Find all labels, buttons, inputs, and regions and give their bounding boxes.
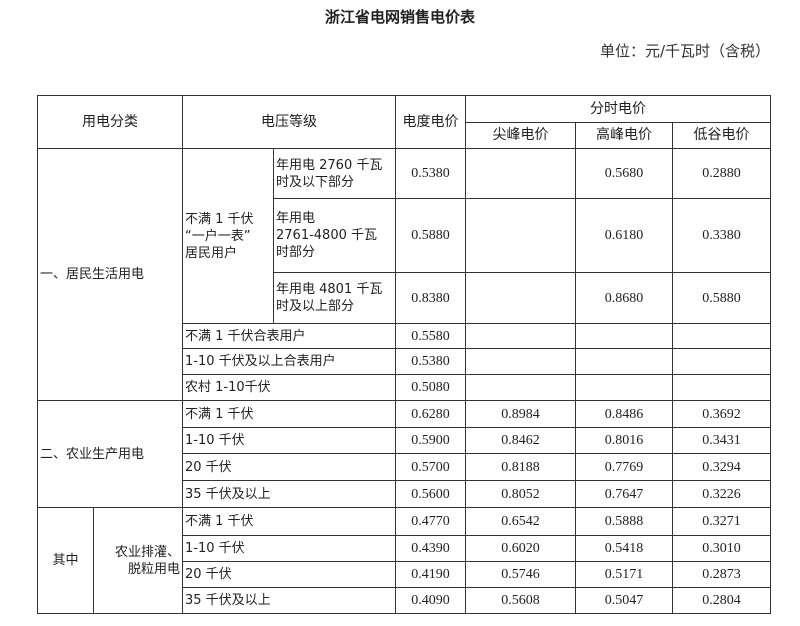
- header-sharp-peak: 尖峰电价: [465, 122, 576, 149]
- sharp-price: 0.8188: [465, 453, 576, 481]
- peak-price: 0.7769: [575, 453, 673, 481]
- table-row: 其中 农业排灌、 脱粒用电 不满 1 千伏 0.4770 0.6542 0.58…: [37, 507, 772, 614]
- valley-price: 0.3226: [671, 480, 772, 508]
- header-valley: 低谷电价: [671, 122, 772, 149]
- sharp-price: 0.8984: [465, 400, 576, 428]
- empty-cell: [575, 323, 673, 349]
- empty-cell: [465, 348, 576, 375]
- peak-price: 0.7647: [575, 480, 673, 508]
- voltage-label: 不满 1 千伏合表用户: [182, 323, 396, 349]
- valley-price: 0.3010: [671, 535, 772, 562]
- tier-label: 年用电 4801 千瓦 时及以上部分: [273, 272, 396, 324]
- voltage-label: 农村 1-10千伏: [182, 374, 396, 401]
- empty-cell: [575, 374, 673, 401]
- voltage-label: 20 千伏: [182, 453, 396, 481]
- valley-price: 0.5880: [671, 272, 772, 324]
- table-row: 不满 1 千伏合表用户 0.5580: [38, 323, 772, 349]
- empty-cell: [575, 348, 673, 375]
- table-row: 20 千伏 0.5700 0.8188 0.7769 0.3294: [38, 453, 772, 481]
- sharp-price: 0.5608: [465, 587, 576, 614]
- sharp-price: [465, 272, 576, 324]
- energy-price: 0.5380: [395, 148, 466, 199]
- voltage-label: 20 千伏: [182, 561, 396, 588]
- sharp-price: [465, 148, 576, 199]
- empty-cell: [465, 323, 576, 349]
- voltage-label: 35 千伏及以上: [182, 480, 396, 508]
- energy-price: 0.5580: [395, 323, 466, 349]
- table-row: 1-10 千伏及以上合表用户 0.5380: [38, 348, 772, 375]
- table-row: 年用电 2761-4800 千瓦 时部分 0.5880 0.6180 0.338…: [38, 198, 772, 273]
- energy-price: 0.4190: [395, 561, 466, 588]
- sharp-price: 0.6020: [465, 535, 576, 562]
- valley-price: 0.2804: [671, 587, 772, 614]
- peak-price: 0.6180: [575, 198, 673, 273]
- sharp-price: [465, 198, 576, 273]
- empty-cell: [671, 323, 772, 349]
- peak-price: 0.5888: [575, 507, 673, 536]
- voltage-label: 不满 1 千伏: [182, 400, 396, 428]
- energy-price: 0.5080: [395, 374, 466, 401]
- energy-price: 0.5900: [395, 427, 466, 454]
- peak-price: 0.5047: [575, 587, 673, 614]
- page-title: 浙江省电网销售电价表: [324, 8, 475, 26]
- sharp-price: 0.8462: [465, 427, 576, 454]
- voltage-label: 1-10 千伏: [182, 427, 396, 454]
- peak-price: 0.8016: [575, 427, 673, 454]
- energy-price: 0.4770: [395, 507, 466, 536]
- table-row: 20 千伏 0.4190 0.5746 0.5171 0.2873: [38, 561, 772, 588]
- valley-price: 0.2873: [671, 561, 772, 588]
- header-tou-price: 分时电价: [464, 95, 772, 123]
- among-label: 其中: [37, 507, 94, 614]
- valley-price: 0.3431: [671, 427, 772, 454]
- energy-price: 0.5880: [395, 198, 466, 273]
- valley-price: 0.2880: [671, 148, 772, 199]
- header-category: 用电分类: [37, 95, 183, 149]
- table-row: 二、农业生产用电 不满 1 千伏 0.6280 0.8984 0.8486 0.…: [37, 400, 772, 508]
- category-agriculture: 二、农业生产用电: [37, 400, 183, 508]
- table-row: 35 千伏及以上 0.5600 0.8052 0.7647 0.3226: [38, 480, 772, 508]
- peak-price: 0.5171: [575, 561, 673, 588]
- table-row: 1-10 千伏 0.4390 0.6020 0.5418 0.3010: [38, 535, 772, 562]
- sharp-price: 0.5746: [465, 561, 576, 588]
- valley-price: 0.3380: [671, 198, 772, 273]
- energy-price: 0.6280: [395, 400, 466, 428]
- price-table: 用电分类 电压等级 电度电价 分时电价 尖峰电价 高峰电价 低谷电价 一、居民生…: [37, 95, 772, 614]
- header-voltage: 电压等级: [182, 95, 396, 149]
- voltage-label: 35 千伏及以上: [182, 587, 396, 614]
- peak-price: 0.5680: [575, 148, 673, 199]
- tier-label: 年用电 2761-4800 千瓦 时部分: [273, 198, 396, 273]
- empty-cell: [671, 348, 772, 375]
- energy-price: 0.4390: [395, 535, 466, 562]
- valley-price: 0.3271: [671, 507, 772, 536]
- empty-cell: [671, 374, 772, 401]
- energy-price: 0.5380: [395, 348, 466, 375]
- unit-note: 单位：元/千瓦时（含税）: [599, 42, 770, 60]
- category-irrigation: 农业排灌、 脱粒用电: [93, 507, 183, 614]
- category-residential: 一、居民生活用电: [37, 148, 183, 401]
- table-row: 一、居民生活用电 不满 1 千伏 “一户一表” 居民用户 年用电 2760 千瓦…: [37, 148, 772, 401]
- sharp-price: 0.8052: [465, 480, 576, 508]
- peak-price: 0.5418: [575, 535, 673, 562]
- voltage-label: 1-10 千伏及以上合表用户: [182, 348, 396, 375]
- tier-label: 年用电 2760 千瓦 时及以下部分: [273, 148, 396, 199]
- peak-price: 0.8680: [575, 272, 673, 324]
- voltage-label: 1-10 千伏: [182, 535, 396, 562]
- header-peak: 高峰电价: [575, 122, 673, 149]
- sharp-price: 0.6542: [465, 507, 576, 536]
- voltage-label: 不满 1 千伏: [182, 507, 396, 536]
- energy-price: 0.8380: [395, 272, 466, 324]
- empty-cell: [465, 374, 576, 401]
- valley-price: 0.3692: [671, 400, 772, 428]
- table-row: 年用电 4801 千瓦 时及以上部分 0.8380 0.8680 0.5880: [38, 272, 772, 324]
- header-energy-price: 电度电价: [395, 95, 466, 149]
- energy-price: 0.5700: [395, 453, 466, 481]
- energy-price: 0.5600: [395, 480, 466, 508]
- table-row: 35 千伏及以上 0.4090 0.5608 0.5047 0.2804: [38, 587, 772, 614]
- energy-price: 0.4090: [395, 587, 466, 614]
- residential-group: 不满 1 千伏 “一户一表” 居民用户: [182, 148, 274, 324]
- valley-price: 0.3294: [671, 453, 772, 481]
- peak-price: 0.8486: [575, 400, 673, 428]
